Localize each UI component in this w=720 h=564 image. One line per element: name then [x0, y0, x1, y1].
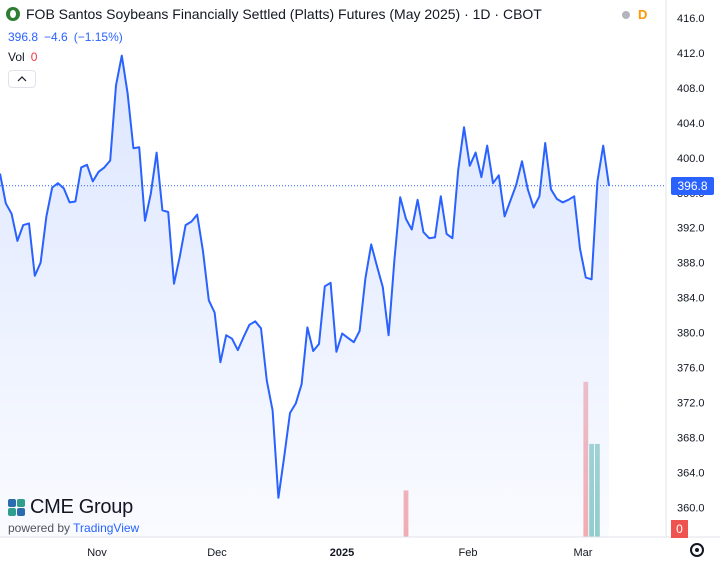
price-area-fill	[0, 55, 609, 537]
x-tick-label: Nov	[87, 547, 107, 559]
tradingview-link[interactable]: TradingView	[73, 521, 140, 535]
market-status-dot-icon	[622, 11, 630, 19]
price-line	[0, 54, 666, 499]
powered-prefix: powered by	[8, 521, 71, 535]
y-tick-label: 392.0	[677, 223, 705, 235]
y-tick-label: 376.0	[677, 363, 705, 375]
x-tick-label: 2025	[330, 547, 354, 559]
y-tick-label: 412.0	[677, 48, 705, 60]
y-tick-label: 404.0	[677, 118, 705, 130]
time-axis[interactable]: Nov Dec 2025 Feb Mar	[0, 536, 720, 559]
price-area	[0, 55, 609, 537]
volume-axis-tag: 0	[671, 520, 688, 538]
last-price-tag: 396.8	[671, 176, 714, 195]
x-tick-label: Dec	[207, 547, 227, 559]
price-series-line	[0, 54, 610, 499]
y-tick-label: 416.0	[677, 13, 705, 25]
y-tick-label: 372.0	[677, 398, 705, 410]
cme-logo[interactable]: CME Group powered by TradingView	[8, 496, 139, 535]
cme-logo-text: CME Group	[30, 496, 133, 518]
y-tick-label: 388.0	[677, 258, 705, 270]
price-summary: 396.8 −4.6 (−1.15%)	[8, 30, 123, 44]
settings-gear-icon[interactable]	[690, 543, 704, 557]
y-tick-label: 380.0	[677, 328, 705, 340]
volume-value: 0	[30, 50, 38, 64]
chart-title[interactable]: FOB Santos Soybeans Financially Settled …	[26, 6, 542, 22]
last-price: 396.8	[8, 30, 39, 44]
price-axis[interactable]: 416.0412.0408.0404.0400.0396.0392.0388.0…	[665, 0, 705, 537]
y-tick-label: 368.0	[677, 432, 705, 444]
collapse-legend-button[interactable]	[8, 70, 36, 88]
y-tick-label: 408.0	[677, 83, 705, 95]
x-tick-label: Feb	[459, 547, 478, 559]
chart-header: FOB Santos Soybeans Financially Settled …	[6, 6, 542, 22]
y-tick-label: 364.0	[677, 467, 705, 479]
y-tick-label: 360.0	[677, 502, 705, 514]
powered-by: powered by TradingView	[8, 521, 139, 535]
x-tick-label: Mar	[574, 547, 593, 559]
symbol-logo-icon	[6, 7, 20, 21]
chevron-up-icon	[17, 76, 27, 82]
y-tick-label: 400.0	[677, 153, 705, 165]
volume-label: Vol	[8, 50, 25, 64]
price-change: −4.6	[44, 30, 68, 44]
y-tick-label: 384.0	[677, 293, 705, 305]
market-status-badge[interactable]: D	[638, 7, 648, 22]
volume-legend: Vol 0	[8, 50, 37, 64]
cme-globe-icon	[8, 498, 26, 517]
price-change-percent: (−1.15%)	[73, 30, 123, 44]
